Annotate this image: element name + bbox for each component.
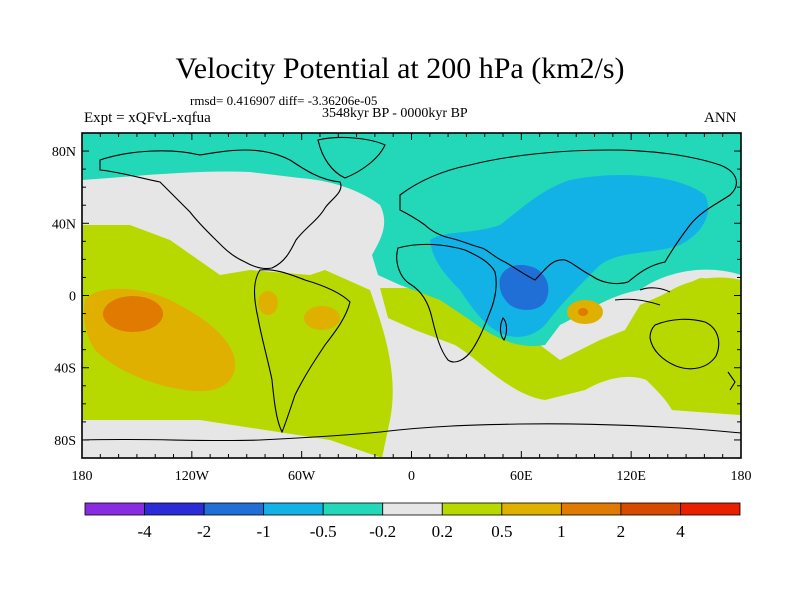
latitude-labels: 80N 40N 0 40S 80S	[52, 145, 76, 449]
experiment-label: Expt = xQFvL-xqfua	[84, 110, 211, 126]
coastlines	[82, 136, 741, 442]
rmsd-diff-stats: rmsd= 0.416907 diff= -3.36206e-05	[190, 93, 378, 108]
lon-tick-label: 60E	[510, 469, 533, 484]
colorbar-swatch	[560, 502, 622, 516]
time-period: 3548kyr BP - 0000kyr BP	[322, 106, 468, 121]
contour-field	[82, 133, 741, 458]
contour-darkorange-indian	[578, 308, 588, 316]
lat-tick-label: 40N	[52, 217, 76, 232]
lat-tick-label: 0	[69, 290, 76, 305]
colorbar-label: -0.2	[369, 522, 396, 541]
colorbar-label: 2	[617, 522, 626, 541]
colorbar-label: -0.5	[310, 522, 337, 541]
colorbar-swatch	[263, 502, 324, 516]
colorbar-label: 0.2	[432, 522, 453, 541]
colorbar-swatch	[382, 502, 443, 516]
lon-tick-label: 120E	[616, 469, 646, 484]
colorbar	[84, 502, 741, 516]
axis-ticks	[81, 132, 742, 459]
colorbar-swatch	[203, 502, 265, 516]
longitude-labels: 180 120W 60W 0 60E 120E 180	[72, 469, 752, 484]
colorbar-label: 4	[676, 522, 685, 541]
colorbar-swatch	[620, 502, 681, 516]
colorbar-labels: -4 -2 -1 -0.5 -0.2 0.2 0.5 1 2 4	[137, 522, 685, 541]
lat-tick-label: 80N	[52, 145, 76, 160]
colorbar-label: -4	[137, 522, 152, 541]
season-label: ANN	[704, 110, 737, 126]
colorbar-swatch	[501, 502, 562, 516]
colorbar-swatch	[84, 502, 145, 516]
lat-tick-label: 80S	[54, 434, 76, 449]
colorbar-label: 0.5	[491, 522, 512, 541]
contour-orange-brazil	[304, 306, 340, 330]
lat-tick-label: 40S	[54, 362, 76, 377]
map-title: Velocity Potential at 200 hPa (km2/s)	[175, 52, 625, 85]
contour-darkorange-pacific	[103, 296, 163, 332]
lon-tick-label: 120W	[175, 469, 210, 484]
lon-tick-label: 60W	[288, 469, 316, 484]
colorbar-swatch	[441, 502, 503, 516]
colorbar-label: 1	[557, 522, 566, 541]
lon-tick-label: 180	[72, 469, 93, 484]
lon-tick-label: 0	[408, 469, 415, 484]
contour-orange-peru	[258, 291, 278, 315]
contour-cyan-region	[430, 175, 709, 337]
colorbar-swatch	[144, 502, 205, 516]
contour-blue-core	[499, 265, 549, 310]
colorbar-label: -1	[257, 522, 271, 541]
colorbar-label: -2	[197, 522, 211, 541]
lon-tick-label: 180	[731, 469, 752, 484]
colorbar-swatch	[322, 502, 384, 516]
colorbar-swatch	[680, 502, 741, 516]
